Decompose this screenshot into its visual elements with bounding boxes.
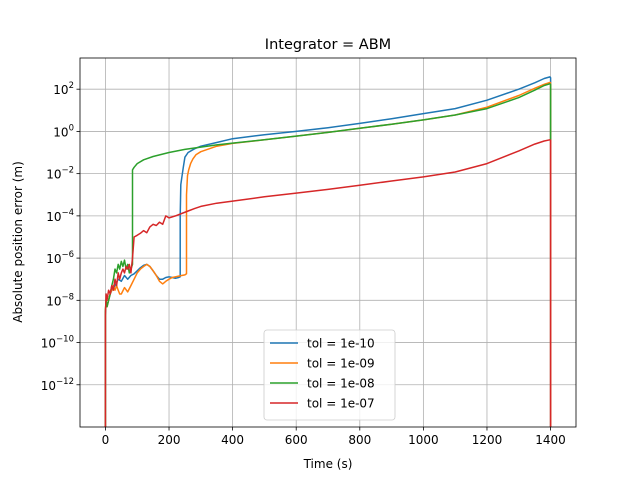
y-tick-label: 10−4 (46, 208, 74, 224)
x-axis-ticks: 0 200 400 600 800 1000 1200 1400 (102, 427, 566, 447)
y-tick-label: 100 (53, 123, 74, 139)
x-tick-label: 1200 (472, 433, 503, 447)
series-line-4 (104, 139, 552, 427)
plot-frame (79, 57, 577, 428)
x-axis-label: Time (s) (303, 457, 353, 471)
series-line-3 (104, 83, 552, 427)
x-tick-label: 600 (285, 433, 308, 447)
y-tick-label: 10−8 (46, 292, 74, 308)
legend-label-1: tol = 1e-10 (307, 337, 375, 351)
legend-label-2: tol = 1e-09 (307, 357, 375, 371)
x-tick-label: 800 (348, 433, 371, 447)
legend-box (263, 329, 396, 421)
y-axis-label: Absolute position error (m) (11, 161, 25, 323)
chart-title: Integrator = ABM (265, 37, 391, 53)
legend: tol = 1e-10 tol = 1e-09 tol = 1e-08 tol = 1… (263, 329, 396, 421)
y-tick-label: 10−6 (46, 250, 74, 266)
legend-label-4: tol = 1e-07 (307, 397, 375, 411)
y-axis-ticks: 10−12 10−10 10−8 10−6 10−4 10−2 100 102 (41, 81, 80, 393)
legend-label-3: tol = 1e-08 (307, 377, 375, 391)
series-layer (104, 76, 552, 427)
x-tick-label: 1400 (535, 433, 566, 447)
x-tick-label: 200 (158, 433, 181, 447)
x-tick-label: 400 (221, 433, 244, 447)
y-tick-label: 10−2 (46, 166, 74, 182)
x-tick-label: 0 (102, 433, 110, 447)
y-tick-label: 10−10 (41, 335, 74, 351)
y-tick-label: 10−12 (41, 377, 74, 393)
x-tick-label: 1000 (408, 433, 439, 447)
series-line-1 (104, 76, 552, 427)
y-tick-label: 102 (53, 81, 74, 97)
